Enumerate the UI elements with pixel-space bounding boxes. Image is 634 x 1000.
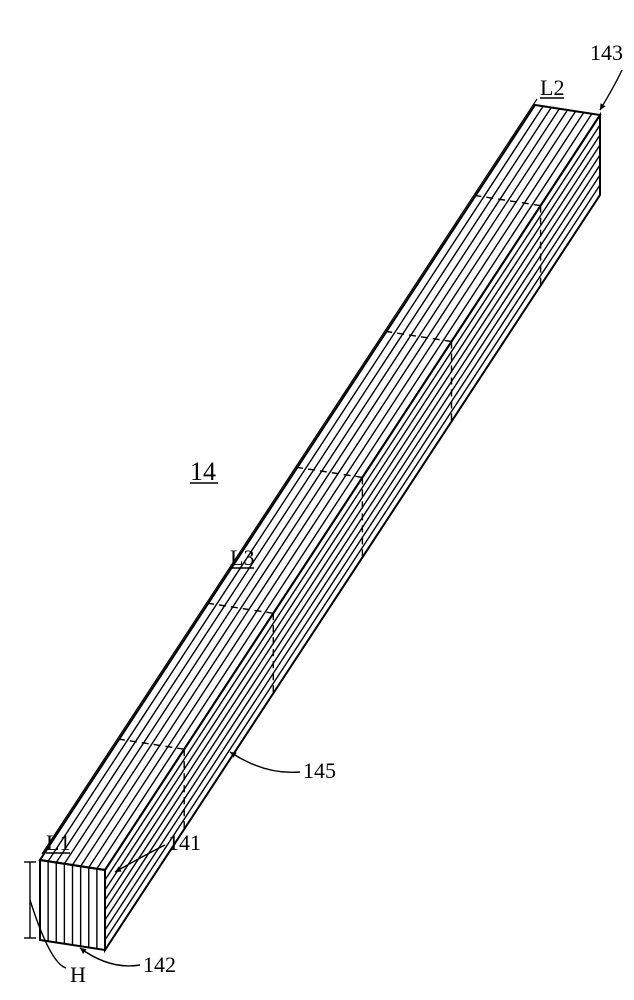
right-stripe bbox=[105, 185, 600, 940]
top-stripe bbox=[64, 109, 559, 864]
top-stripe bbox=[81, 111, 576, 866]
right-stripe bbox=[105, 135, 600, 890]
dim-label-l3: L3 bbox=[230, 545, 254, 570]
top-stripe bbox=[97, 114, 592, 869]
top-stripe bbox=[48, 106, 543, 861]
top-edge-double bbox=[42, 99, 537, 854]
top-stripe bbox=[89, 113, 584, 868]
leader-145 bbox=[230, 752, 300, 772]
right-stripe bbox=[105, 175, 600, 930]
part-label-142: 142 bbox=[143, 952, 176, 977]
dim-label-l2: L2 bbox=[540, 75, 564, 100]
right-stripe bbox=[105, 155, 600, 910]
top-stripe bbox=[56, 108, 551, 863]
leader-141 bbox=[115, 845, 165, 872]
leader-143 bbox=[600, 70, 622, 110]
right-stripe bbox=[105, 165, 600, 920]
top-stripe bbox=[73, 110, 568, 865]
dim-label-h: H bbox=[70, 962, 86, 987]
figure-id-label: 14 bbox=[190, 457, 216, 486]
dim-label-l1: L1 bbox=[46, 830, 70, 855]
leader-142 bbox=[80, 948, 140, 966]
part-label-141: 141 bbox=[168, 830, 201, 855]
right-stripe bbox=[105, 145, 600, 900]
part-label-143: 143 bbox=[590, 40, 623, 65]
leader-142-arrow bbox=[80, 948, 87, 954]
right-stripe bbox=[105, 125, 600, 880]
technical-figure: 14 L1 L2 L3 H 141 142 145 143 bbox=[0, 0, 634, 1000]
part-label-145: 145 bbox=[303, 758, 336, 783]
